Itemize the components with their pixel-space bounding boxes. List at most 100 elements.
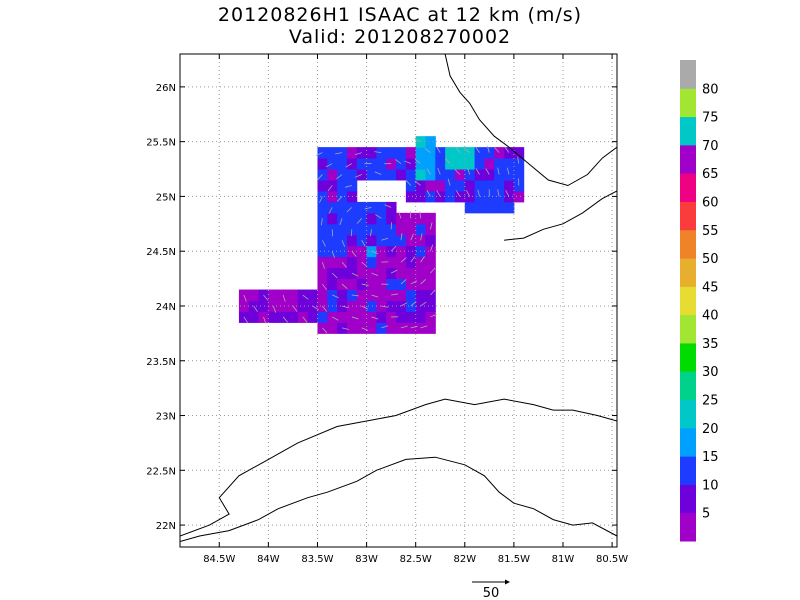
colorbar-label: 45 bbox=[702, 280, 719, 295]
wind-cell bbox=[405, 289, 417, 301]
wind-cell bbox=[484, 190, 495, 203]
wind-cell bbox=[415, 267, 427, 280]
wind-vector bbox=[486, 145, 490, 153]
wind-cell bbox=[425, 190, 436, 203]
wind-cell bbox=[494, 169, 505, 181]
wind-cell bbox=[337, 223, 348, 236]
wind-vector bbox=[400, 302, 408, 307]
wind-vector bbox=[332, 316, 339, 321]
wind-vector bbox=[410, 325, 418, 329]
wind-cell bbox=[366, 256, 377, 269]
florida-coast bbox=[444, 54, 617, 187]
wind-cell bbox=[268, 311, 279, 323]
wind-cell bbox=[396, 158, 407, 170]
wind-cell bbox=[405, 256, 417, 269]
wind-vector bbox=[447, 178, 451, 186]
wind-cell bbox=[327, 256, 338, 269]
wind-vector bbox=[420, 325, 428, 329]
colorbar-swatch bbox=[680, 144, 696, 174]
wind-vector bbox=[517, 156, 520, 164]
wind-cell bbox=[425, 322, 436, 334]
wind-vector bbox=[410, 301, 417, 307]
wind-cell bbox=[405, 190, 417, 203]
wind-vector bbox=[506, 167, 510, 175]
wind-vector bbox=[312, 305, 319, 311]
wind-cell bbox=[337, 311, 348, 323]
y-tick-label: 23.5N bbox=[146, 357, 176, 368]
wind-cell bbox=[366, 300, 377, 312]
wind-cell bbox=[405, 245, 417, 258]
wind-vector bbox=[430, 222, 433, 230]
wind-vector bbox=[400, 233, 403, 241]
wind-cell bbox=[504, 158, 515, 170]
colorbar-swatch bbox=[680, 229, 696, 259]
wind-cell bbox=[356, 289, 368, 301]
wind-vector bbox=[475, 146, 480, 153]
wind-cell bbox=[474, 179, 485, 192]
colorbar-swatch bbox=[680, 342, 696, 372]
wind-cell bbox=[366, 201, 377, 214]
wind-vector bbox=[370, 229, 372, 237]
wind-vector bbox=[320, 218, 323, 226]
wind-cell bbox=[494, 201, 505, 214]
wind-cell bbox=[327, 158, 338, 170]
wind-cell bbox=[504, 179, 515, 192]
wind-vector bbox=[344, 185, 352, 188]
wind-cell bbox=[337, 289, 348, 301]
x-tick-label: 83W bbox=[355, 554, 378, 565]
colorbar-swatch bbox=[680, 258, 696, 287]
wind-cell bbox=[327, 322, 338, 334]
wind-vector bbox=[361, 261, 368, 267]
wind-cell bbox=[327, 147, 338, 159]
wind-vector bbox=[282, 316, 288, 323]
colorbar-label: 70 bbox=[702, 139, 719, 154]
wind-vector bbox=[426, 168, 431, 175]
wind-cell bbox=[445, 190, 456, 203]
wind-vector bbox=[405, 180, 412, 186]
wind-cell bbox=[396, 169, 407, 181]
wind-cell bbox=[248, 311, 260, 323]
wind-vector bbox=[381, 237, 389, 241]
wind-cell bbox=[504, 147, 515, 159]
wind-cell bbox=[405, 212, 417, 225]
wind-cell bbox=[317, 158, 328, 170]
wind-vector bbox=[341, 283, 348, 290]
wind-cell bbox=[376, 147, 387, 159]
colorbar-label: 75 bbox=[702, 111, 719, 126]
wind-cell bbox=[464, 190, 476, 203]
wind-vector bbox=[436, 190, 441, 197]
wind-cell bbox=[445, 147, 456, 159]
wind-vector bbox=[467, 167, 471, 175]
wind-cell bbox=[337, 245, 348, 258]
wind-vector bbox=[282, 294, 286, 302]
wind-vector bbox=[420, 301, 427, 307]
wind-vector bbox=[390, 245, 397, 252]
wind-vector bbox=[419, 211, 421, 219]
colorbar-label: 40 bbox=[702, 309, 719, 324]
wind-vector bbox=[420, 278, 426, 285]
colorbar-label: 55 bbox=[702, 224, 719, 239]
wind-cell bbox=[386, 201, 397, 214]
wind-cell bbox=[346, 322, 358, 334]
wind-cell bbox=[356, 147, 368, 159]
wind-vector bbox=[351, 250, 357, 257]
wind-cell bbox=[425, 289, 436, 301]
wind-vector bbox=[361, 283, 369, 286]
wind-vector bbox=[355, 174, 362, 178]
y-tick-label: 22N bbox=[156, 521, 176, 532]
wind-vector bbox=[390, 269, 398, 274]
wind-cell bbox=[454, 147, 466, 159]
wind-vector bbox=[430, 313, 438, 318]
wind-vector bbox=[371, 316, 379, 320]
y-tick-label: 25.5N bbox=[146, 138, 176, 149]
wind-vector bbox=[341, 240, 346, 247]
wind-cell bbox=[425, 136, 436, 148]
wind-vector bbox=[317, 174, 323, 180]
wind-cell bbox=[346, 169, 358, 181]
wind-vector bbox=[263, 316, 267, 324]
wind-cell bbox=[337, 179, 348, 192]
wind-vector bbox=[426, 190, 431, 197]
wind-vector bbox=[477, 189, 480, 197]
colorbar-label: 20 bbox=[702, 422, 719, 437]
wind-cell bbox=[504, 190, 515, 203]
